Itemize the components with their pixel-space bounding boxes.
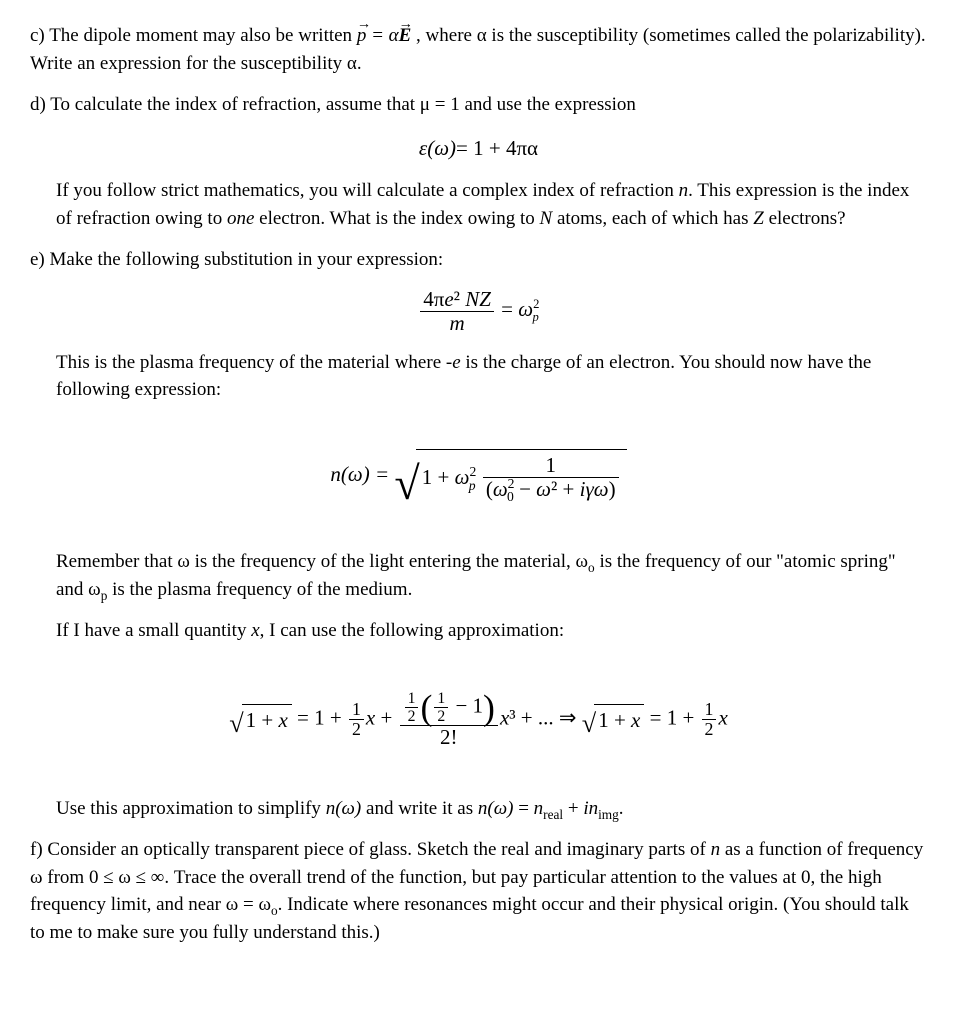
e-img: img bbox=[598, 806, 619, 821]
e-e: e bbox=[452, 352, 460, 373]
e-para2c: is the plasma frequency of the medium. bbox=[107, 579, 412, 600]
item-e-text1: Make the following substitution in your … bbox=[50, 249, 444, 270]
e-dot: . bbox=[619, 798, 624, 819]
d-para1: If you follow strict mathematics, you wi… bbox=[56, 180, 679, 201]
eq4-f1n: 1 bbox=[349, 700, 364, 721]
e-nreal: n bbox=[534, 798, 544, 819]
e-para4c: = bbox=[513, 798, 533, 819]
d-para1c: electron. What is the index owing to bbox=[254, 208, 539, 229]
e-para1: This is the plasma frequency of the mate… bbox=[56, 352, 452, 373]
sub-o: o bbox=[588, 560, 595, 575]
e-real: real bbox=[543, 806, 563, 821]
e-para3b: , I can use the following approximation: bbox=[260, 620, 564, 641]
item-e-para3: If I have a small quantity x, I can use … bbox=[56, 617, 927, 645]
e-x: x bbox=[251, 620, 259, 641]
label-d: d) bbox=[30, 94, 46, 115]
eq4-f3n: 1 bbox=[702, 700, 717, 721]
e-para4b: and write it as bbox=[361, 798, 478, 819]
item-c-inline-eq: p = αE bbox=[357, 25, 411, 46]
f-text: Consider an optically transparent piece … bbox=[47, 839, 710, 860]
d-para1e: electrons? bbox=[764, 208, 846, 229]
label-c: c) bbox=[30, 25, 45, 46]
d-para1d: atoms, each of which has bbox=[552, 208, 753, 229]
e-para4a: Use this approximation to simplify bbox=[56, 798, 326, 819]
e-plus: + bbox=[563, 798, 583, 819]
eq1-rhs: = 1 + 4πα bbox=[456, 136, 538, 160]
eq4-f2d: 2! bbox=[400, 726, 498, 749]
eq4-d: = 1 + bbox=[650, 706, 700, 730]
equation-epsilon: ε(ω)= 1 + 4πα bbox=[30, 133, 927, 163]
item-c: c) The dipole moment may also be written… bbox=[30, 22, 927, 77]
eq4-f1d: 2 bbox=[349, 720, 364, 740]
d-n: n bbox=[679, 180, 689, 201]
eq4-x1: x bbox=[366, 706, 375, 730]
eq4-a: = 1 + bbox=[297, 706, 347, 730]
eq4-x3: x bbox=[500, 706, 509, 730]
e-nw2: n(ω) bbox=[478, 798, 514, 819]
item-e: e) Make the following substitution in yo… bbox=[30, 246, 927, 274]
item-d: d) To calculate the index of refraction,… bbox=[30, 91, 927, 119]
d-N: N bbox=[540, 208, 553, 229]
equation-taylor: √ 1 + x = 1 + 1 2 x + 12 ( 12 − 1) 2! x³… bbox=[30, 690, 927, 750]
equation-n-omega: n(ω) = √ 1 + ω2p 1 (ω20 − ω² + iγω) bbox=[30, 449, 927, 503]
item-c-text1: The dipole moment may also be written bbox=[49, 25, 357, 46]
item-e-para1: This is the plasma frequency of the mate… bbox=[56, 349, 927, 404]
label-e: e) bbox=[30, 249, 45, 270]
d-one: one bbox=[227, 208, 254, 229]
eq3-frac-den: (ω20 − ω² + iγω) bbox=[483, 478, 619, 501]
eq4-plus: + bbox=[380, 706, 397, 730]
eq4-f3d: 2 bbox=[702, 720, 717, 740]
e-para2a: Remember that ω is the frequency of the … bbox=[56, 551, 588, 572]
label-f: f) bbox=[30, 839, 43, 860]
sqrt-body-sm1: 1 + x bbox=[242, 704, 292, 735]
e-nimg: n bbox=[589, 798, 599, 819]
item-d-text1: To calculate the index of refraction, as… bbox=[50, 94, 636, 115]
item-d-para: If you follow strict mathematics, you wi… bbox=[56, 177, 927, 232]
eq2-num: 4πe² NZ bbox=[420, 288, 494, 312]
e-nw1: n(ω) bbox=[326, 798, 362, 819]
sqrt-body-sm2: 1 + x bbox=[594, 704, 644, 735]
item-e-para4: Use this approximation to simplify n(ω) … bbox=[56, 795, 927, 823]
f-sub-o: o bbox=[271, 903, 278, 918]
eq4-x2: x bbox=[718, 706, 727, 730]
eq2-den: m bbox=[449, 311, 464, 335]
eq4-f2n: 12 ( 12 − 1) bbox=[400, 690, 498, 727]
item-f: f) Consider an optically transparent pie… bbox=[30, 836, 927, 946]
sqrt-body: 1 + ω2p 1 (ω20 − ω² + iγω) bbox=[416, 449, 627, 503]
eq1-lhs: ε(ω) bbox=[419, 136, 456, 160]
f-n: n bbox=[711, 839, 721, 860]
eq3-lhs: n(ω) = bbox=[330, 462, 389, 486]
equation-plasma-freq: 4πe² NZ m = ω2p bbox=[30, 288, 927, 335]
e-para3: If I have a small quantity bbox=[56, 620, 251, 641]
d-Z: Z bbox=[753, 208, 764, 229]
item-e-para2: Remember that ω is the frequency of the … bbox=[56, 548, 927, 603]
eq3-a: 1 + ω2p bbox=[422, 462, 481, 492]
eq2-rhs: = ω2p bbox=[501, 297, 539, 321]
eq3-frac-num: 1 bbox=[483, 454, 619, 478]
